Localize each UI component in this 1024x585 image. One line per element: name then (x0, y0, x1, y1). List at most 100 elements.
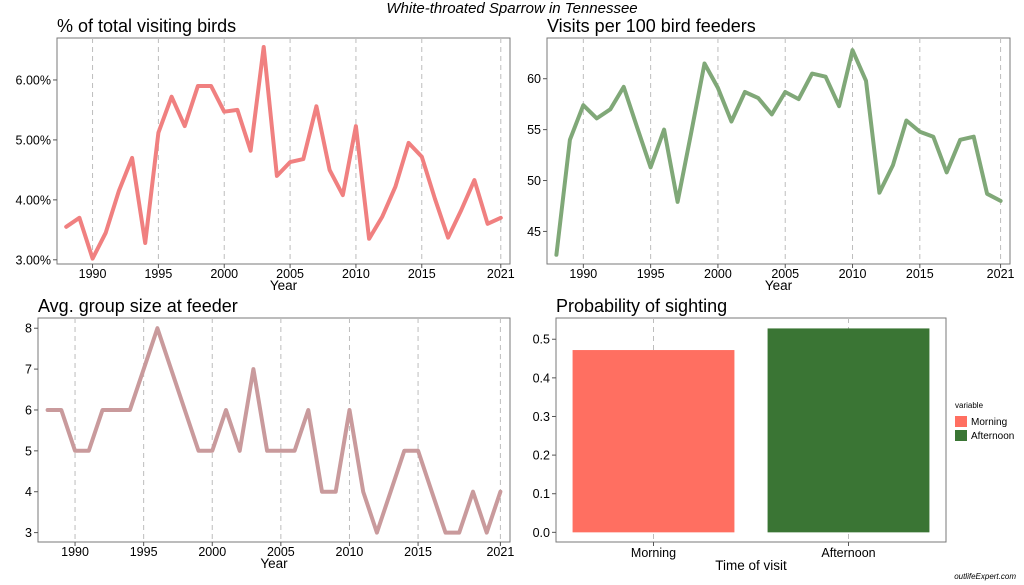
plot-frame (546, 37, 1011, 265)
data-point (635, 126, 639, 130)
y-tick-label: 55 (527, 123, 541, 137)
data-point (73, 449, 77, 453)
data-point (288, 160, 292, 164)
data-point (393, 185, 397, 189)
data-point (375, 531, 379, 535)
data-point (348, 408, 352, 412)
series-line (45, 326, 503, 535)
x-tick-label: Afternoon (821, 546, 875, 560)
data-point (783, 90, 787, 94)
series-line (554, 48, 1003, 257)
data-point (169, 367, 173, 371)
data-point (471, 490, 475, 494)
series-line (64, 45, 503, 261)
data-point (156, 131, 160, 135)
bar (767, 328, 930, 533)
x-tick-label: 2021 (987, 267, 1015, 281)
data-point (341, 193, 345, 197)
legend-label: Afternoon (971, 431, 1014, 442)
data-point (457, 531, 461, 535)
data-point (222, 110, 226, 114)
data-point (433, 197, 437, 201)
data-point (985, 192, 989, 196)
data-point (87, 449, 91, 453)
data-point (797, 97, 801, 101)
data-point (999, 199, 1003, 203)
data-point (114, 408, 118, 412)
y-tick-label: 50 (527, 174, 541, 188)
x-tick-label: 2021 (486, 545, 514, 559)
data-point (143, 241, 147, 245)
data-point (703, 62, 707, 66)
data-point (367, 237, 371, 241)
data-point (251, 367, 255, 371)
y-tick-label: 0.5 (533, 333, 550, 347)
data-point (958, 138, 962, 142)
data-point (197, 449, 201, 453)
data-point (46, 408, 50, 412)
data-point (265, 449, 269, 453)
data-point (459, 208, 463, 212)
data-point (130, 156, 134, 160)
data-point (444, 531, 448, 535)
x-tick-label: 2015 (404, 545, 432, 559)
data-point (891, 163, 895, 167)
data-point (877, 191, 881, 195)
panel-title: Probability of sighting (556, 296, 727, 316)
data-point (334, 490, 338, 494)
data-point (729, 120, 733, 124)
y-tick-label: 45 (527, 225, 541, 239)
x-tick-label: 2005 (771, 267, 799, 281)
data-point (716, 86, 720, 90)
y-tick-label: 8 (25, 322, 32, 336)
data-point (568, 138, 572, 142)
x-axis-label: Time of visit (715, 558, 787, 573)
data-point (824, 75, 828, 79)
data-point (77, 216, 81, 220)
legend-title: variable (955, 401, 984, 410)
x-axis-label: Year (765, 278, 793, 293)
data-point (446, 236, 450, 240)
x-tick-label: 2010 (839, 267, 867, 281)
x-tick-label: 2010 (342, 267, 370, 281)
data-point (972, 135, 976, 139)
x-tick-label: 2015 (408, 267, 436, 281)
data-point (320, 490, 324, 494)
data-point (328, 168, 332, 172)
data-point (485, 531, 489, 535)
plot-frame (56, 37, 511, 265)
x-axis-label: Year (260, 556, 288, 571)
y-tick-label: 0.2 (533, 449, 550, 463)
x-tick-label: 2015 (906, 267, 934, 281)
data-point (209, 84, 213, 88)
data-point (554, 253, 558, 257)
data-point (117, 189, 121, 193)
data-point (595, 116, 599, 120)
plot-frame (37, 317, 511, 543)
data-point (183, 408, 187, 412)
data-point (756, 96, 760, 100)
y-tick-label: 6 (25, 403, 32, 417)
x-tick-label: 1995 (637, 267, 665, 281)
data-point (142, 367, 146, 371)
data-point (743, 90, 747, 94)
x-tick-label: 2000 (210, 267, 238, 281)
y-tick-label: 5.00% (16, 133, 51, 147)
x-axis-label: Year (270, 278, 298, 293)
data-point (249, 149, 253, 153)
credit-text: outlifeExpert.com (954, 572, 1016, 581)
data-point (64, 225, 68, 229)
data-point (649, 165, 653, 169)
data-point (238, 449, 242, 453)
panel-title: % of total visiting birds (57, 16, 236, 36)
data-point (293, 449, 297, 453)
bar (572, 350, 735, 533)
data-point (361, 490, 365, 494)
data-point (499, 216, 503, 220)
data-point (402, 449, 406, 453)
data-point (279, 449, 283, 453)
y-tick-label: 0.0 (533, 526, 550, 540)
data-point (581, 103, 585, 107)
legend-label: Morning (971, 417, 1007, 428)
